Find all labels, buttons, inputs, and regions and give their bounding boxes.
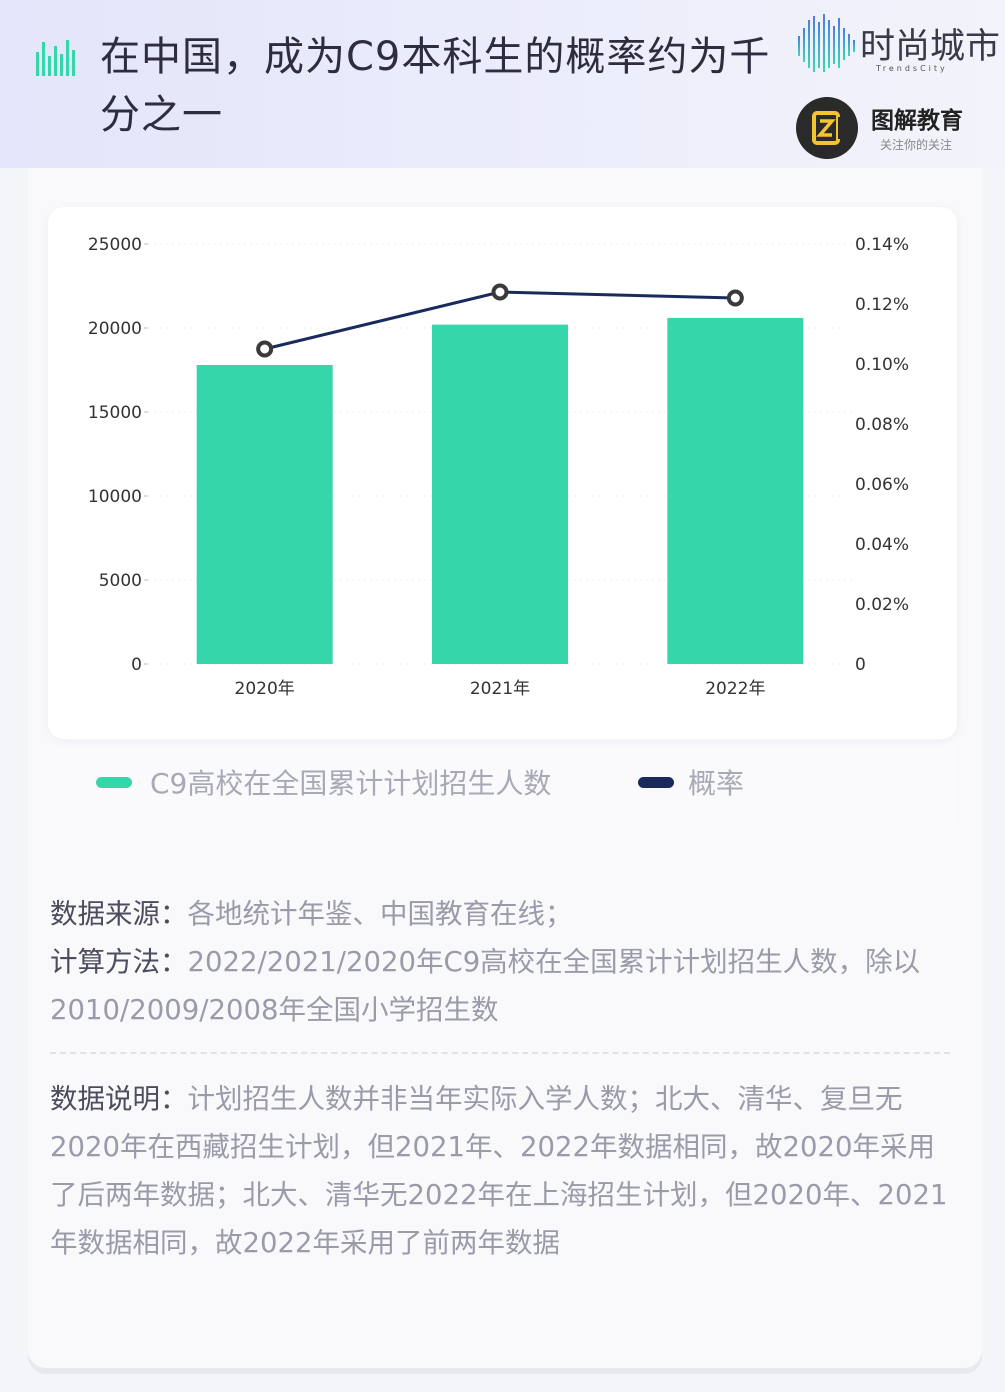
- legend-label-line: 概率: [688, 767, 745, 800]
- y-left-tick-label: 15000: [88, 403, 142, 423]
- line-point: [256, 340, 274, 358]
- y-right-tick-label: 0: [855, 655, 866, 675]
- brand-tujie-subtitle: 关注你的关注: [880, 138, 953, 152]
- dashed-divider: [50, 1052, 950, 1054]
- brand-tujie-name: 图解教育: [871, 108, 963, 134]
- header-banner: 在中国，成为C9本科生的概率约为千分之一 时尚城市 TrendsCity: [0, 0, 1005, 168]
- legend-swatch-bar: [96, 777, 132, 788]
- bar: [667, 317, 804, 664]
- y-right-tick-label: 0.10%: [855, 355, 909, 375]
- note-desc-text: 计划招生人数并非当年实际入学人数；北大、清华、复旦无2020年在西藏招生计划，但…: [50, 1083, 948, 1259]
- note-source-label: 数据来源：: [50, 898, 188, 930]
- line-point: [726, 289, 744, 307]
- bar-chart-icon: [36, 40, 75, 76]
- note-method: 计算方法：2022/2021/2020年C9高校在全国累计计划招生人数，除以20…: [50, 938, 960, 1034]
- y-right-tick-label: 0.12%: [855, 295, 909, 315]
- page-title: 在中国，成为C9本科生的概率约为千分之一: [100, 34, 771, 138]
- axis-layer: 0 5000 10000 15000 20000 25000 0 0.02% 0.04% 0.06…: [88, 235, 909, 699]
- bar: [432, 324, 568, 664]
- note-source-text: 各地统计年鉴、中国教育在线；: [187, 898, 573, 930]
- y-right-tick-label: 0.02%: [855, 595, 909, 615]
- note-desc-label: 数据说明：: [50, 1083, 188, 1115]
- x-tick-label: 2020年: [235, 679, 295, 699]
- legend-swatch-line: [638, 777, 674, 788]
- brand-trendscity-subtitle: TrendsCity: [876, 64, 948, 73]
- note-source: 数据来源：各地统计年鉴、中国教育在线；: [50, 890, 960, 938]
- brand-trendscity-name: 时尚城市: [860, 27, 1001, 67]
- brand-trendscity: 时尚城市 TrendsCity: [796, 14, 1000, 76]
- y-left-tick-label: 25000: [88, 235, 142, 255]
- note-method-text: 2022/2021/2020年C9高校在全国累计计划招生人数，除以2010/20…: [50, 946, 921, 1026]
- trendscity-logo-icon: [798, 14, 855, 72]
- bar: [196, 364, 333, 664]
- legend-label-bar: C9高校在全国累计计划招生人数: [150, 767, 552, 800]
- notes-source-method: 数据来源：各地统计年鉴、中国教育在线； 计算方法：2022/2021/2020年…: [50, 890, 960, 1034]
- x-tick-label: 2022年: [705, 679, 765, 699]
- y-right-tick-label: 0.14%: [855, 235, 909, 255]
- y-right-tick-label: 0.06%: [855, 475, 909, 495]
- y-left-tick-label: 5000: [99, 571, 142, 591]
- y-left-tick-label: 10000: [88, 487, 142, 507]
- line-point: [491, 283, 509, 301]
- note-method-label: 计算方法：: [50, 946, 188, 978]
- tujie-logo: [796, 97, 858, 159]
- y-left-tick-label: 0: [131, 655, 142, 675]
- chart: 0 5000 10000 15000 20000 25000 0 0.02% 0.04% 0.06…: [88, 235, 909, 699]
- y-right-tick-label: 0.04%: [855, 535, 909, 555]
- y-left-tick-label: 20000: [88, 319, 142, 339]
- y-right-tick-label: 0.08%: [855, 415, 909, 435]
- x-tick-label: 2021年: [470, 679, 530, 699]
- notes-description: 数据说明：计划招生人数并非当年实际入学人数；北大、清华、复旦无2020年在西藏招…: [50, 1075, 960, 1267]
- bar-layer: [196, 317, 804, 664]
- line-layer: [256, 283, 744, 358]
- tujie-logo-icon: [812, 111, 842, 145]
